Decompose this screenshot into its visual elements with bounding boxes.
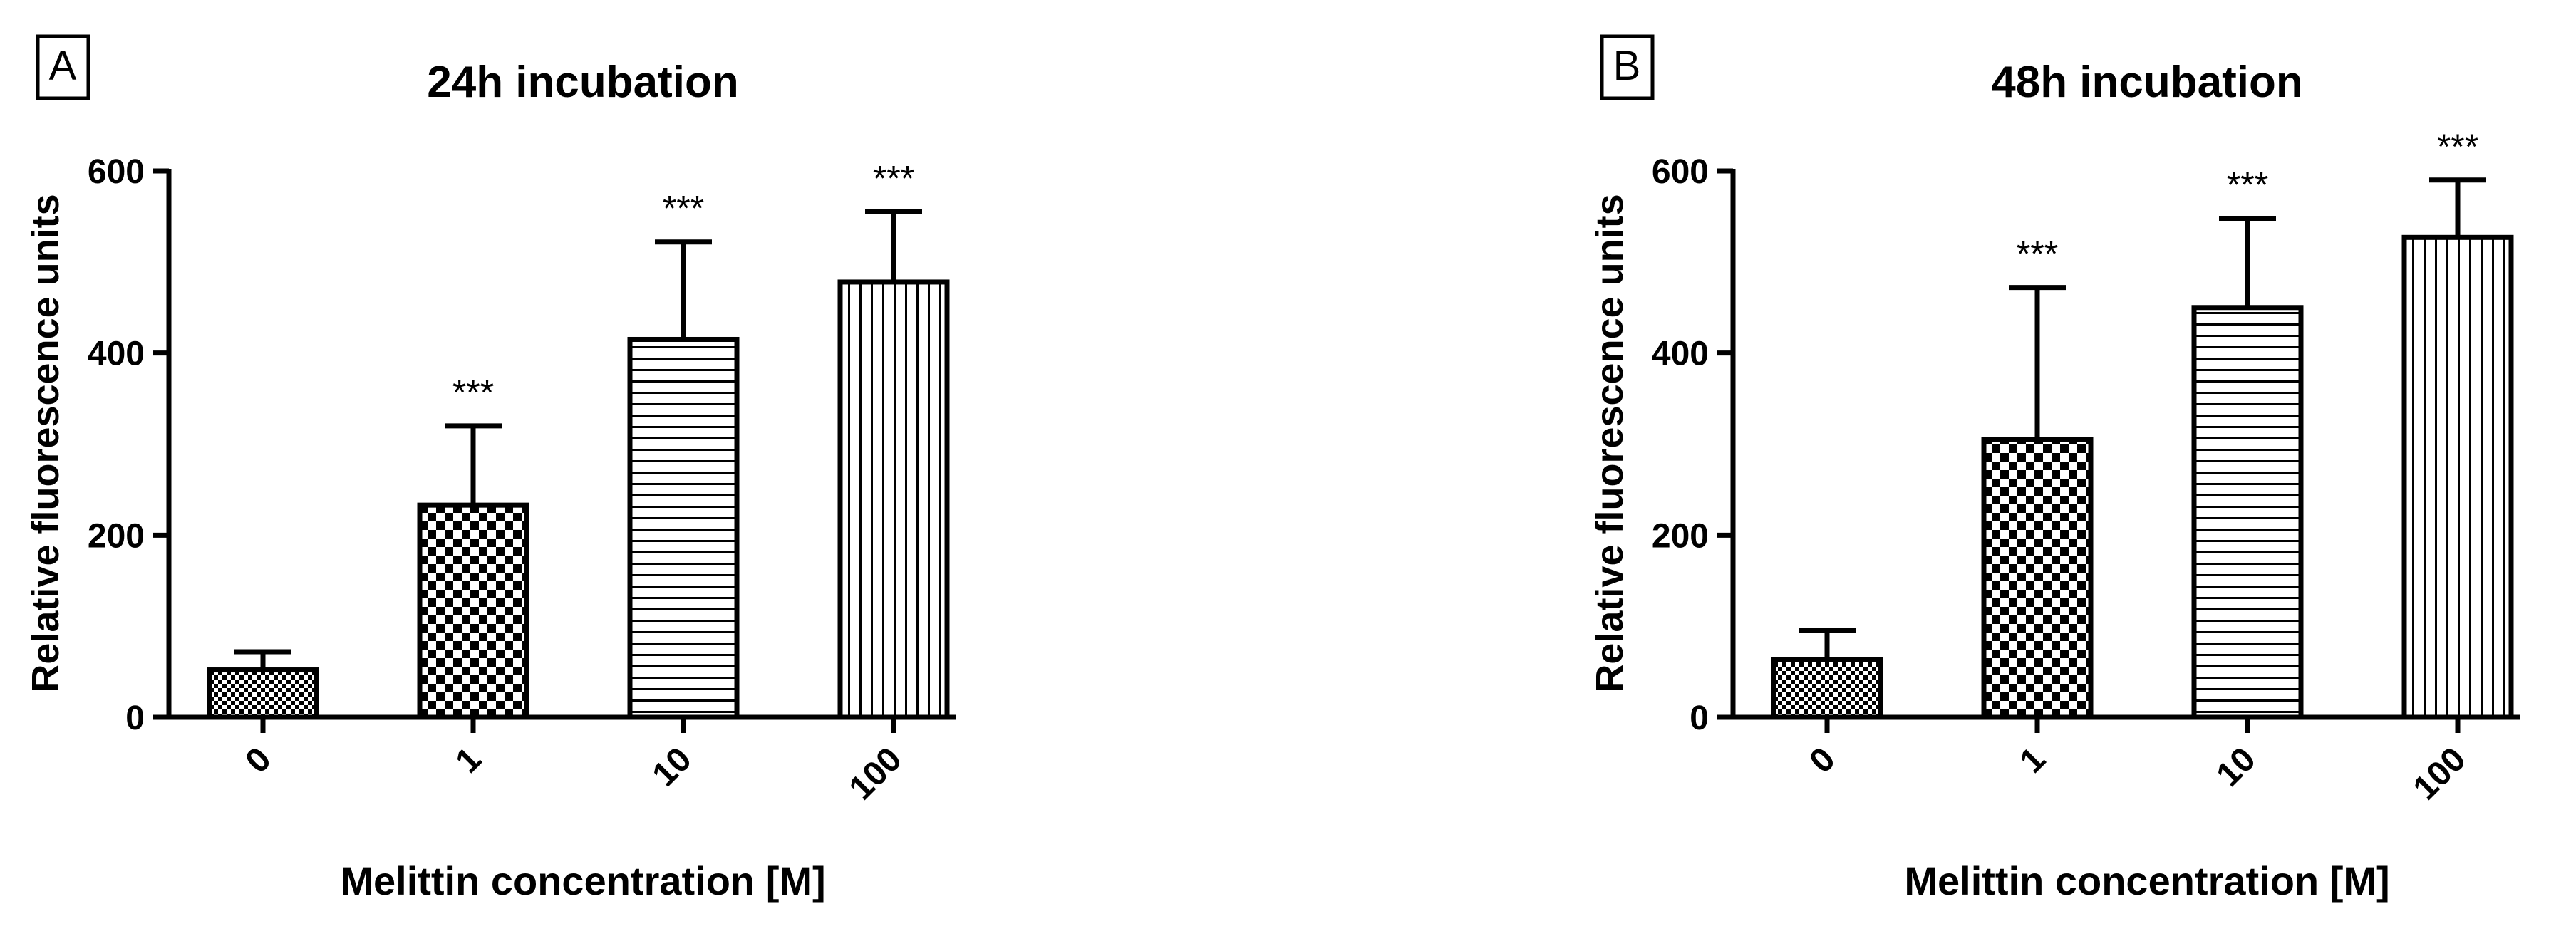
significance-label: *** [2437, 127, 2478, 167]
x-axis-label: Melittin concentration [M] [340, 858, 825, 903]
y-tick-label: 200 [88, 517, 145, 555]
x-tick-label: 0 [1802, 740, 1842, 780]
significance-label: *** [2017, 234, 2058, 274]
x-tick-label: 10 [646, 740, 699, 794]
bar [627, 336, 740, 720]
x-axis-label: Melittin concentration [M] [1904, 858, 2389, 903]
y-tick-label: 200 [1652, 517, 1709, 555]
x-tick-label: 1 [2012, 740, 2052, 780]
x-tick-label: 100 [842, 740, 909, 807]
significance-label: *** [873, 159, 914, 199]
y-tick-label: 600 [1652, 153, 1709, 191]
panel-box [1600, 34, 1655, 100]
y-tick-label: 400 [88, 335, 145, 373]
y-axis-label: Relative fluorescence units [24, 194, 67, 692]
significance-label: *** [452, 373, 494, 412]
panel-box [36, 34, 90, 100]
y-tick-label: 0 [125, 699, 145, 737]
bar [1981, 437, 2094, 720]
x-tick-label: 1 [448, 740, 488, 780]
chart-title: 48h incubation [1991, 58, 2302, 107]
bar [417, 502, 529, 720]
panel-label: A [49, 43, 77, 89]
x-tick-label: 10 [2210, 740, 2263, 794]
chart-title: 24h incubation [427, 58, 738, 107]
chart-panel: A 24h incubation Relative fluorescence uni… [24, 34, 956, 903]
x-tick-label: 0 [238, 740, 278, 780]
panel-label: B [1613, 43, 1641, 89]
significance-label: *** [663, 189, 704, 229]
y-axis-label: Relative fluorescence units [1588, 194, 1631, 692]
bar [2191, 305, 2304, 720]
bar [1771, 657, 1883, 720]
bar [2401, 234, 2514, 720]
y-tick-label: 600 [88, 153, 145, 191]
significance-label: *** [2227, 165, 2268, 204]
x-tick-label: 100 [2406, 740, 2473, 807]
y-tick-label: 400 [1652, 335, 1709, 373]
bar [837, 279, 950, 720]
bar [207, 667, 319, 720]
chart-panel: B 48h incubation Relative fluorescence uni… [1588, 34, 2520, 903]
y-tick-label: 0 [1690, 699, 1709, 737]
